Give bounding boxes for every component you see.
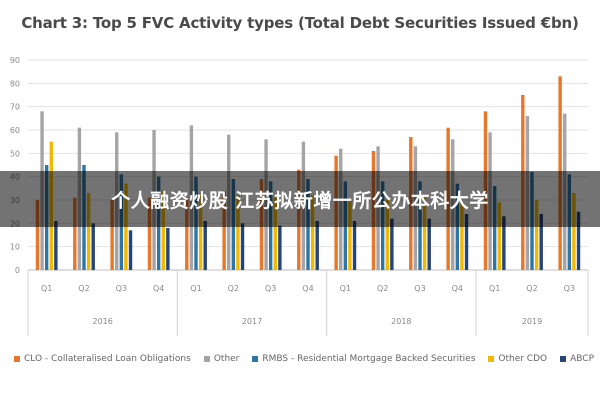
- bar-5-10: [390, 218, 394, 270]
- legend-item: CLO - Collateralised Loan Obligations: [14, 354, 191, 364]
- x-tick-label: Q3: [116, 284, 127, 293]
- legend-label: CLO - Collateralised Loan Obligations: [24, 354, 191, 364]
- legend-item: Other CDO: [488, 354, 547, 364]
- y-tick-label: 90: [10, 56, 20, 65]
- chart-legend: CLO - Collateralised Loan Obligations Oth…: [14, 354, 600, 364]
- bar-5-4: [166, 228, 170, 270]
- legend-swatch: [14, 356, 20, 362]
- x-tick-label: Q3: [414, 284, 425, 293]
- bar-5-7: [278, 225, 282, 270]
- x-tick-label: Q1: [489, 284, 500, 293]
- legend-label: RMBS - Residential Mortgage Backed Secur…: [262, 354, 476, 364]
- bar-5-15: [576, 211, 581, 270]
- x-tick-label: Q4: [302, 284, 313, 293]
- year-label: 2017: [242, 317, 262, 326]
- bar-4-15: [572, 193, 576, 270]
- x-tick-label: Q1: [190, 284, 201, 293]
- bar-5-13: [502, 216, 506, 270]
- year-label: 2018: [391, 317, 411, 326]
- bar-4-6: [236, 195, 240, 270]
- legend-swatch: [203, 356, 210, 362]
- headline-banner: 个人融资炒股 江苏拟新增一所公办本科大学: [0, 171, 600, 227]
- bar-1-6: [222, 190, 226, 270]
- y-tick-label: 0: [15, 266, 20, 275]
- legend-swatch: [252, 356, 259, 362]
- bar-5-2: [91, 223, 95, 270]
- x-tick-label: Q1: [41, 284, 52, 293]
- legend-label: ABCP: [570, 354, 594, 364]
- legend-item: RMBS - Residential Mortgage Backed Secur…: [252, 354, 475, 364]
- y-tick-label: 10: [10, 243, 20, 252]
- x-tick-label: Q4: [452, 284, 463, 293]
- bar-4-7: [273, 197, 277, 270]
- bar-5-14: [539, 214, 543, 270]
- y-tick-label: 80: [10, 79, 20, 88]
- bar-5-12: [464, 214, 469, 270]
- year-label: 2019: [522, 317, 542, 326]
- bar-4-5: [198, 193, 203, 270]
- bar-4-8: [310, 195, 315, 270]
- bar-4-9: [348, 200, 352, 270]
- legend-label: Other CDO: [498, 354, 548, 364]
- legend-swatch: [560, 356, 567, 362]
- bar-5-8: [315, 221, 319, 270]
- legend-swatch: [488, 356, 495, 362]
- bar-4-2: [86, 193, 91, 270]
- bar-3-13: [492, 186, 497, 270]
- bar-5-3: [128, 230, 133, 270]
- bar-5-1: [54, 221, 58, 270]
- bar-4-4: [161, 190, 165, 270]
- x-tick-label: Q4: [153, 284, 164, 293]
- bar-4-12: [460, 202, 464, 270]
- y-tick-label: 70: [10, 103, 20, 112]
- bar-1-1: [35, 200, 40, 270]
- legend-item: Other: [203, 354, 240, 364]
- legend-label: Other: [213, 354, 240, 364]
- bar-1-4: [147, 197, 152, 270]
- bar-4-10: [385, 200, 389, 270]
- bar-4-14: [534, 200, 539, 270]
- bar-5-6: [240, 223, 245, 270]
- x-tick-label: Q1: [340, 284, 351, 293]
- x-tick-label: Q3: [265, 284, 276, 293]
- chart-title: Chart 3: Top 5 FVC Activity types (Total…: [21, 14, 579, 32]
- y-tick-label: 50: [10, 149, 20, 158]
- x-tick-label: Q3: [564, 284, 575, 293]
- bar-5-5: [203, 221, 207, 270]
- bar-4-11: [422, 197, 427, 270]
- bar-1-2: [73, 197, 77, 270]
- bar-5-9: [352, 221, 357, 270]
- bar-1-3: [110, 200, 114, 270]
- headline-text: 个人融资炒股 江苏拟新增一所公办本科大学: [111, 189, 489, 212]
- year-label: 2016: [92, 317, 112, 326]
- bar-1-5: [185, 197, 189, 270]
- x-tick-label: Q2: [78, 284, 89, 293]
- x-tick-label: Q2: [228, 284, 239, 293]
- x-tick-label: Q2: [377, 284, 388, 293]
- bar-5-11: [427, 218, 431, 270]
- x-tick-label: Q2: [526, 284, 537, 293]
- legend-item: ABCP: [560, 354, 594, 364]
- y-tick-label: 60: [10, 126, 20, 135]
- bar-4-13: [497, 202, 501, 270]
